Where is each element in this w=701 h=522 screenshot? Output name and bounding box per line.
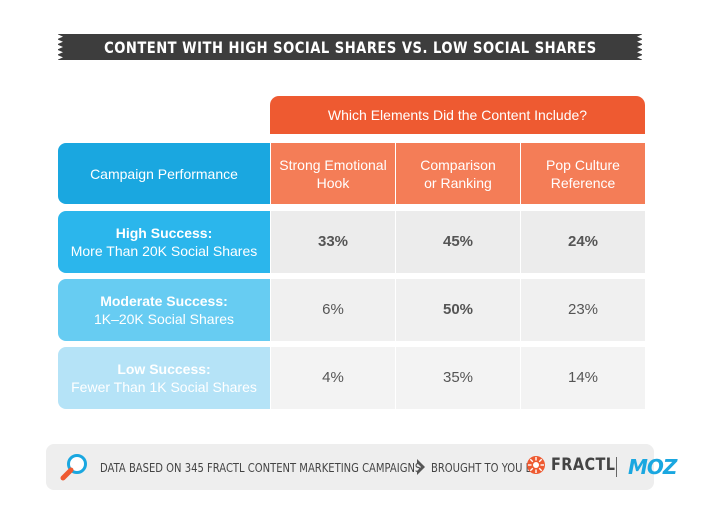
row-sublabel: 1K–20K Social Shares — [93, 311, 235, 327]
fractl-logo: FRACTL — [526, 455, 627, 475]
column-header-line: Hook — [316, 174, 350, 191]
row-header-cell: Campaign Performance — [58, 143, 270, 204]
row-label: Low Success: — [117, 361, 211, 377]
footer-divider — [616, 457, 617, 477]
row-sublabel: More Than 20K Social Shares — [70, 243, 258, 259]
magnifier-icon — [60, 454, 87, 481]
column-header-line: Reference — [550, 174, 616, 191]
row-label-cell: Low Success: Fewer Than 1K Social Shares — [58, 347, 270, 409]
moz-logo: MOZ — [628, 455, 677, 479]
data-source-note: DATA BASED ON 345 FRACTL CONTENT MARKETI… — [100, 459, 422, 475]
footer-bar: DATA BASED ON 345 FRACTL CONTENT MARKETI… — [46, 444, 677, 490]
row-sublabel: Fewer Than 1K Social Shares — [71, 379, 257, 395]
column-header-emotional-hook: Strong Emotional Hook — [270, 143, 395, 204]
row-label-cell: High Success: More Than 20K Social Share… — [58, 211, 270, 273]
value-cell: 35% — [395, 347, 520, 409]
column-header-comparison: Comparison or Ranking — [395, 143, 520, 204]
value-cell: 14% — [520, 347, 645, 409]
banner-right-notch — [637, 34, 643, 60]
row-label: High Success: — [115, 225, 213, 241]
table-header-row: Campaign Performance Strong Emotional Ho… — [58, 143, 645, 204]
value-cell: 50% — [395, 279, 520, 341]
table-row-low-success: Low Success: Fewer Than 1K Social Shares… — [58, 347, 645, 409]
column-header-pop-culture: Pop Culture Reference — [520, 143, 645, 204]
row-label: Moderate Success: — [100, 293, 228, 309]
value-cell: 6% — [270, 279, 395, 341]
chevron-right-icon — [417, 459, 425, 475]
column-header-line: Pop Culture — [546, 156, 620, 173]
table-row-moderate-success: Moderate Success: 1K–20K Social Shares 6… — [58, 279, 645, 341]
banner-left-notch — [57, 34, 63, 60]
table-row-high-success: High Success: More Than 20K Social Share… — [58, 211, 645, 273]
value-cell: 45% — [395, 211, 520, 273]
row-label-cell: Moderate Success: 1K–20K Social Shares — [58, 279, 270, 341]
fractl-wordmark: FRACTL — [551, 455, 616, 475]
brought-by-text: BROUGHT TO YOU BY — [431, 460, 539, 475]
value-cell: 23% — [520, 279, 645, 341]
chart-title: CONTENT WITH HIGH SOCIAL SHARES VS. LOW … — [103, 37, 597, 57]
column-group-header: Which Elements Did the Content Include? — [270, 96, 645, 134]
title-banner: CONTENT WITH HIGH SOCIAL SHARES VS. LOW … — [57, 34, 643, 60]
column-header-line: Strong Emotional — [279, 156, 387, 173]
value-cell: 24% — [520, 211, 645, 273]
value-cell: 4% — [270, 347, 395, 409]
column-header-line: or Ranking — [424, 174, 492, 191]
value-cell: 33% — [270, 211, 395, 273]
row-header-label: Campaign Performance — [90, 165, 238, 182]
fractl-logo-icon — [527, 456, 545, 474]
column-header-line: Comparison — [420, 156, 496, 173]
